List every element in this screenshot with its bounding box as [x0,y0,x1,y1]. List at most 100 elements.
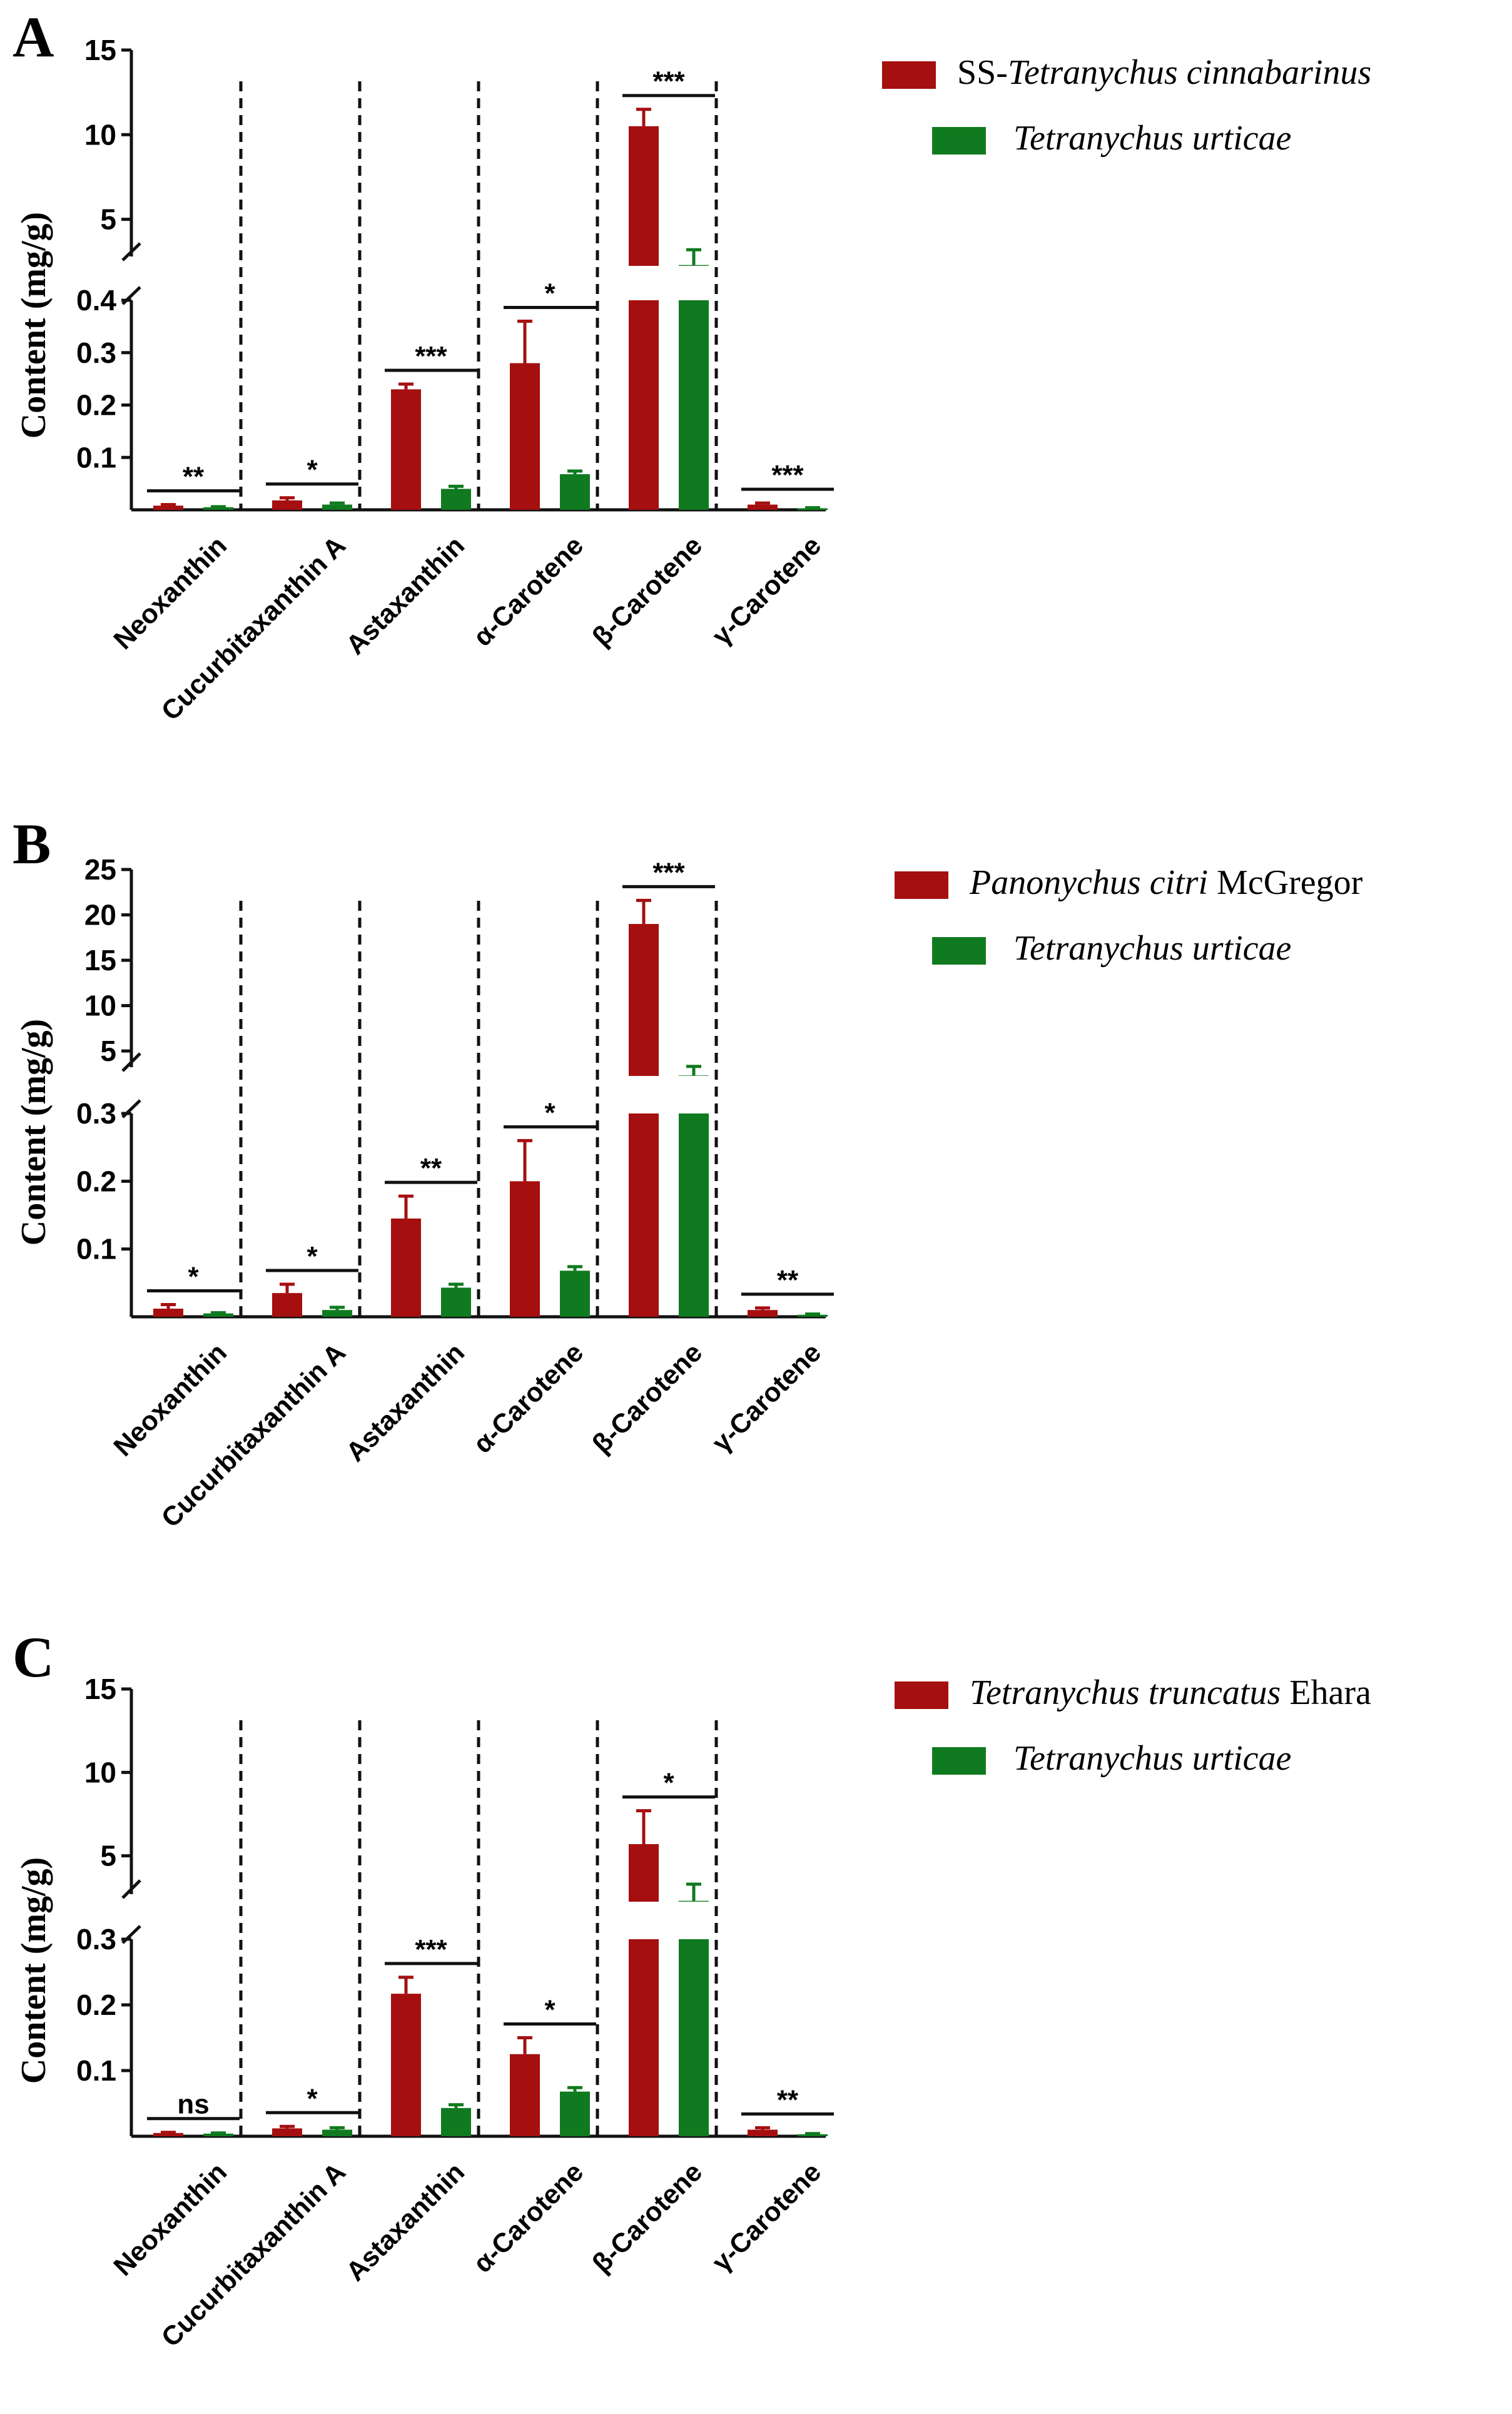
y-tick-label: 0.2 [76,1989,116,2021]
bar-series1-lower [629,1939,659,2136]
y-tick-label: 15 [84,1673,116,1705]
y-tick-label: 20 [84,899,116,931]
significance-label: ** [183,462,205,492]
bar-series2 [322,2129,352,2136]
legend-species: Tetranychus urticae [1013,929,1291,968]
bar-series2 [560,474,590,510]
legend-swatch [932,127,986,155]
axis-break-mark [121,1052,141,1072]
legend-species: Tetranychus truncatus [970,1673,1281,1712]
y-tick-label: 5 [100,1035,116,1067]
x-tick-label: α-Carotene [468,530,590,652]
significance-label: *** [415,1934,447,1965]
panel-label: A [13,5,54,69]
bar-series2 [441,489,471,510]
legend-species: Tetranychus urticae [1013,1739,1291,1778]
legend-suffix: Ehara [1281,1673,1371,1712]
panel-label: B [13,812,51,876]
bar-series1 [629,126,659,266]
bar-series2 [441,1287,471,1317]
y-axis-label: Content (mg/g) [14,1019,53,1245]
legend-swatch [882,61,936,89]
bar-series1 [510,2054,540,2136]
legend-label: Tetranychus truncatus Ehara [970,1673,1371,1712]
legend-label: Panonychus citri McGregor [969,863,1363,902]
y-tick-label: 10 [84,990,116,1022]
bar-series2 [679,265,709,266]
bar-series2 [203,1313,233,1317]
bar-series1 [391,1218,421,1317]
y-tick-label: 0.3 [76,337,116,369]
y-axis-label: Content (mg/g) [14,1857,53,2084]
significance-label: ns [177,2089,209,2120]
bar-series1 [153,2133,183,2136]
bar-series1 [153,1309,183,1317]
panel-label: C [13,1625,54,1689]
bar-series1 [391,389,421,510]
significance-label: * [544,1995,556,2026]
axis-break-mark [121,1879,141,1899]
y-tick-label: 0.3 [76,1923,116,1955]
significance-label: * [544,278,556,309]
y-tick-label: 0.3 [76,1097,116,1130]
x-tick-label: Astaxanthin [340,2157,470,2287]
chart-panel-b: B Content (mg/g) 5 10 15 20 25 0.1 0.2 0.3 * Neoxan… [13,812,1363,1533]
bar-series1 [510,363,540,510]
legend-swatch [932,937,986,965]
legend-species: Tetranychus urticae [1013,119,1291,158]
legend-prefix: SS- [957,53,1008,92]
bar-series2 [679,1075,709,1076]
bar-series2 [203,507,233,510]
bar-series1 [391,1994,421,2136]
bar-series1 [272,2128,302,2136]
y-tick-label: 0.4 [76,284,116,317]
y-tick-label: 5 [100,203,116,236]
significance-label: ** [420,1153,442,1184]
bar-series1 [272,1293,302,1317]
legend-label: Tetranychus urticae [1013,1739,1291,1778]
y-tick-label: 0.1 [76,2054,116,2087]
x-tick-label: β-Carotene [587,530,708,652]
y-tick-label: 0.2 [76,389,116,422]
legend-species: Panonychus citri [969,863,1208,902]
y-tick-label: 5 [100,1840,116,1872]
y-tick-label: 10 [84,118,116,151]
y-tick-label: 10 [84,1756,116,1788]
y-tick-label: 15 [84,34,116,66]
x-tick-label: β-Carotene [587,1337,708,1459]
bar-series2 [441,2107,471,2136]
x-tick-label: Neoxanthin [108,2157,233,2282]
bar-series2 [560,1270,590,1317]
x-tick-label: Neoxanthin [108,1337,233,1463]
x-tick-label: β-Carotene [587,2157,708,2278]
axis-break-mark [121,242,141,261]
significance-label: * [544,1097,556,1128]
y-tick-label: 15 [84,944,116,976]
x-tick-label: Neoxanthin [108,530,233,656]
x-tick-label: α-Carotene [468,1337,590,1459]
bar-series2 [560,2091,590,2136]
bar-series2 [322,1310,352,1317]
bar-series1 [629,1844,659,1902]
bar-series1 [153,505,183,510]
bar-series2 [203,2133,233,2136]
significance-label: ** [777,2084,799,2115]
legend-label: Tetranychus urticae [1013,119,1291,158]
legend-swatch [895,871,948,899]
bar-series1 [510,1181,540,1317]
significance-label: *** [415,341,447,372]
x-tick-label: α-Carotene [468,2157,590,2279]
legend-swatch [932,1747,986,1775]
significance-label: ** [777,1265,799,1296]
bar-series1 [748,1310,778,1317]
x-tick-label: γ-Carotene [706,1337,827,1458]
bar-series1-lower [629,1113,659,1317]
x-tick-label: γ-Carotene [706,2157,827,2278]
x-tick-label: γ-Carotene [706,530,827,651]
legend-suffix: McGregor [1208,863,1363,902]
bar-series2-lower [679,1939,709,2136]
bar-series1 [748,504,778,510]
significance-label: * [307,1241,318,1272]
